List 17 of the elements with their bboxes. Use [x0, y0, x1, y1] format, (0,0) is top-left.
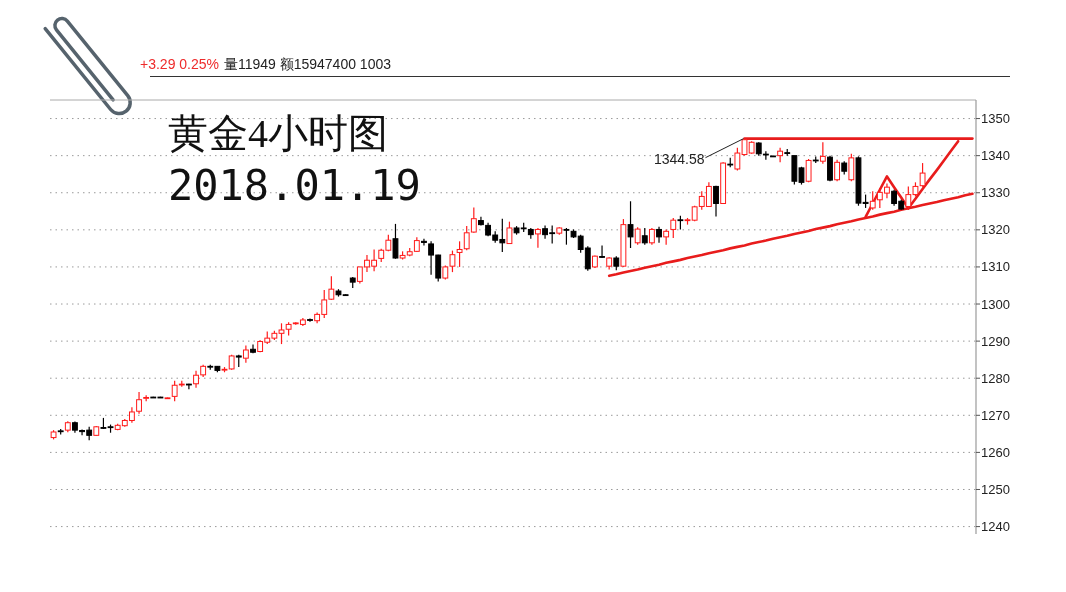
y-tick-label: 1240: [981, 519, 1010, 535]
y-tick-label: 1290: [981, 333, 1010, 349]
y-tick-label: 1310: [981, 259, 1010, 275]
y-tick-label: 1280: [981, 370, 1010, 386]
y-tick-label: 1260: [981, 444, 1010, 460]
chart-title: 黄金4小时图: [168, 111, 388, 156]
y-tick-label: 1270: [981, 407, 1010, 423]
text: 2018.01.19: [168, 161, 421, 210]
y-tick-label: 1330: [981, 185, 1010, 201]
y-tick-label: 1320: [981, 222, 1010, 238]
text: 量11949 额15947400 1003: [223, 56, 392, 72]
text: +3.29 0.25%: [140, 56, 220, 72]
y-tick-label: 1340: [981, 148, 1010, 164]
y-tick-label: 1350: [981, 111, 1010, 127]
y-tick-label: 1300: [981, 296, 1010, 312]
y-tick-label: 1250: [981, 481, 1010, 497]
annotation: 1344.58: [653, 150, 705, 167]
